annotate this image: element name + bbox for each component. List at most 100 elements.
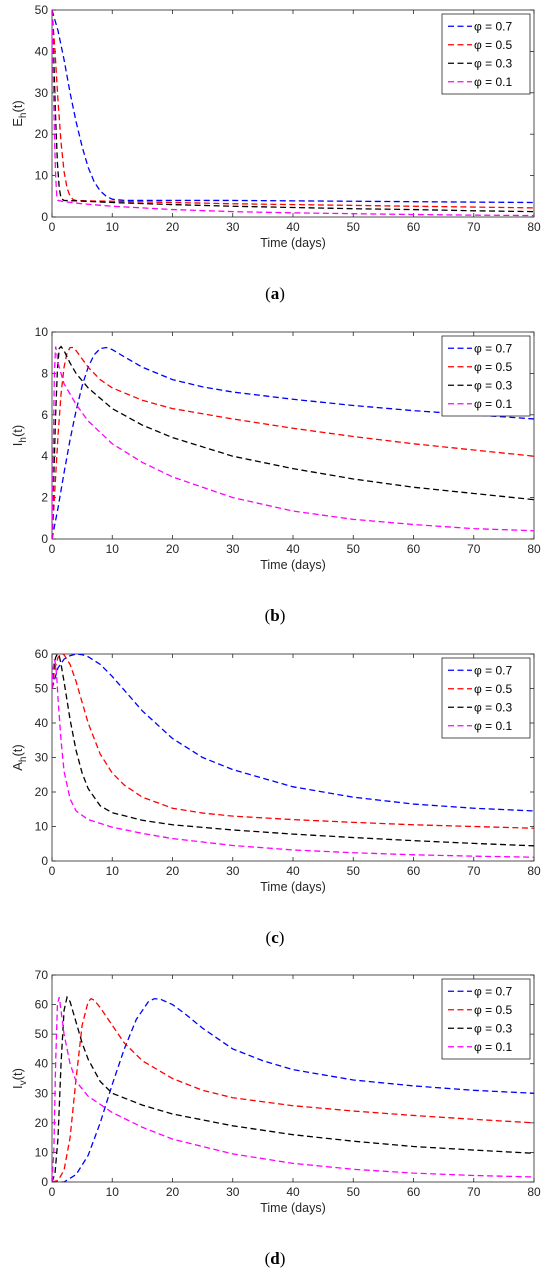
y-tick-label: 30 bbox=[35, 86, 49, 100]
x-tick-label: 0 bbox=[49, 220, 56, 234]
legend-label: φ = 0.5 bbox=[474, 360, 512, 374]
series-line-3 bbox=[52, 345, 534, 539]
y-axis-label: Eh(t) bbox=[10, 100, 29, 127]
y-axis-label: Ah(t) bbox=[10, 744, 29, 771]
y-tick-label: 0 bbox=[41, 1175, 48, 1189]
x-tick-label: 0 bbox=[49, 1185, 56, 1199]
y-tick-label: 10 bbox=[35, 169, 49, 183]
panel-caption: (c) bbox=[265, 927, 285, 947]
y-tick-label: 4 bbox=[41, 449, 48, 463]
legend-label: φ = 0.5 bbox=[474, 681, 512, 695]
series-line-2 bbox=[52, 998, 534, 1183]
y-axis-label: Ih(t) bbox=[10, 425, 29, 446]
legend-label: φ = 0.5 bbox=[474, 1003, 512, 1017]
y-tick-label: 70 bbox=[35, 968, 49, 982]
y-tick-label: 8 bbox=[41, 366, 48, 380]
y-tick-label: 50 bbox=[35, 681, 49, 695]
x-tick-label: 80 bbox=[527, 220, 541, 234]
panel-caption: (b) bbox=[264, 605, 286, 625]
series-line-4 bbox=[52, 346, 534, 539]
y-tick-label: 50 bbox=[35, 3, 49, 17]
x-tick-label: 0 bbox=[49, 542, 56, 556]
chart-svg: 0 10 20 30 40 50 60 70 80 0 10 20 30 40 50 60 70 Time (da… bbox=[10, 968, 541, 1215]
series-line-4 bbox=[52, 658, 534, 858]
chart-panel-a: 0 10 20 30 40 50 60 70 80 0 10 20 30 40 50 Time (days) E… bbox=[0, 0, 550, 321]
series-line-2 bbox=[52, 653, 534, 829]
y-axis-label: Iv(t) bbox=[10, 1068, 29, 1089]
legend: φ = 0.7 φ = 0.5 φ = 0.3 φ = 0.1 bbox=[441, 978, 531, 1060]
legend: φ = 0.7 φ = 0.5 φ = 0.3 φ = 0.1 bbox=[441, 13, 531, 95]
panel-caption-letter: d bbox=[270, 1249, 280, 1269]
y-tick-label: 6 bbox=[41, 408, 48, 422]
panel-caption: (d) bbox=[264, 1249, 286, 1269]
series-line-1 bbox=[52, 346, 534, 539]
y-tick-label: 0 bbox=[41, 210, 48, 224]
x-tick-label: 50 bbox=[347, 542, 361, 556]
chart-panel-d: 0 10 20 30 40 50 60 70 80 0 10 20 30 40 50 60 70 Time (da… bbox=[0, 965, 550, 1286]
legend-label: φ = 0.7 bbox=[474, 341, 512, 355]
series-line-3 bbox=[52, 653, 534, 846]
x-axis-label: Time (days) bbox=[260, 880, 326, 894]
chart-svg: 0 10 20 30 40 50 60 70 80 0 2 4 6 8 10 Time (days) Ih(t)… bbox=[10, 325, 541, 572]
series-line-1 bbox=[52, 653, 534, 812]
x-tick-label: 40 bbox=[286, 864, 300, 878]
x-tick-label: 10 bbox=[106, 220, 120, 234]
legend-label: φ = 0.1 bbox=[474, 397, 512, 411]
series-line-3 bbox=[52, 995, 534, 1183]
panel-caption-letter: b bbox=[270, 605, 280, 625]
y-tick-label: 30 bbox=[35, 750, 49, 764]
legend-label: φ = 0.7 bbox=[474, 19, 512, 33]
legend-label: φ = 0.3 bbox=[474, 700, 512, 714]
x-axis-label: Time (days) bbox=[260, 558, 326, 572]
y-tick-label: 40 bbox=[35, 716, 49, 730]
x-tick-label: 20 bbox=[166, 1185, 180, 1199]
y-tick-label: 40 bbox=[35, 1057, 49, 1071]
series-line-3 bbox=[52, 10, 534, 213]
x-tick-label: 10 bbox=[106, 1185, 120, 1199]
legend-label: φ = 0.3 bbox=[474, 378, 512, 392]
chart-panel-c: 0 10 20 30 40 50 60 70 80 0 10 20 30 40 50 60 Time (days… bbox=[0, 644, 550, 965]
x-axis-label: Time (days) bbox=[260, 1201, 326, 1215]
chart-panel-b: 0 10 20 30 40 50 60 70 80 0 2 4 6 8 10 Time (days) Ih(t)… bbox=[0, 322, 550, 643]
panel-caption: (a) bbox=[265, 284, 285, 303]
panel-caption-letter: c bbox=[271, 927, 279, 947]
y-tick-label: 60 bbox=[35, 998, 49, 1012]
x-tick-label: 70 bbox=[467, 864, 481, 878]
panel-caption-letter: a bbox=[270, 284, 280, 303]
y-tick-label: 50 bbox=[35, 1027, 49, 1041]
x-tick-label: 60 bbox=[407, 1185, 421, 1199]
legend-label: φ = 0.1 bbox=[474, 75, 512, 89]
legend-label: φ = 0.5 bbox=[474, 38, 512, 52]
x-tick-label: 30 bbox=[226, 864, 240, 878]
x-tick-label: 60 bbox=[407, 864, 421, 878]
y-tick-label: 0 bbox=[41, 854, 48, 868]
y-tick-label: 40 bbox=[35, 44, 49, 58]
x-tick-label: 50 bbox=[347, 864, 361, 878]
y-tick-label: 10 bbox=[35, 1146, 49, 1160]
legend-label: φ = 0.3 bbox=[474, 56, 512, 70]
y-tick-label: 2 bbox=[41, 490, 48, 504]
x-tick-label: 30 bbox=[226, 542, 240, 556]
y-tick-label: 20 bbox=[35, 127, 49, 141]
chart-svg: 0 10 20 30 40 50 60 70 80 0 10 20 30 40 50 Time (days) E… bbox=[10, 3, 541, 250]
y-tick-label: 0 bbox=[41, 532, 48, 546]
y-tick-label: 10 bbox=[35, 325, 49, 339]
x-tick-label: 40 bbox=[286, 1185, 300, 1199]
x-tick-label: 20 bbox=[166, 220, 180, 234]
chart-svg: 0 10 20 30 40 50 60 70 80 0 10 20 30 40 50 60 Time (days… bbox=[10, 647, 541, 894]
x-tick-label: 80 bbox=[527, 1185, 541, 1199]
x-tick-label: 80 bbox=[527, 542, 541, 556]
legend-label: φ = 0.1 bbox=[474, 718, 512, 732]
series-line-1 bbox=[52, 10, 534, 204]
legend-label: φ = 0.7 bbox=[474, 985, 512, 999]
x-tick-label: 10 bbox=[106, 864, 120, 878]
legend-label: φ = 0.7 bbox=[474, 663, 512, 677]
legend: φ = 0.7 φ = 0.5 φ = 0.3 φ = 0.1 bbox=[441, 335, 531, 417]
x-tick-label: 70 bbox=[467, 220, 481, 234]
legend: φ = 0.7 φ = 0.5 φ = 0.3 φ = 0.1 bbox=[441, 657, 531, 738]
x-axis-label: Time (days) bbox=[260, 236, 326, 250]
x-tick-label: 50 bbox=[347, 220, 361, 234]
x-tick-label: 60 bbox=[407, 220, 421, 234]
series-line-4 bbox=[52, 997, 534, 1183]
